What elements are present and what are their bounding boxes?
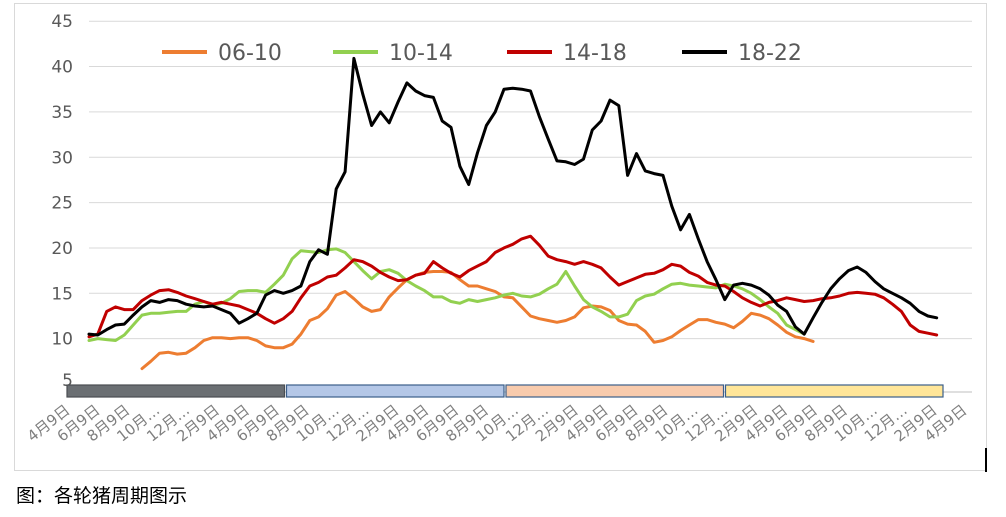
cycle-band-3 <box>505 384 725 398</box>
cycle-band-4 <box>724 384 944 398</box>
y-tick-label-10: 10 <box>51 330 73 350</box>
y-tick-label-30: 30 <box>51 148 73 168</box>
x-axis-ticks: 4月9日6月9日8月9日10月…12月…2月9日4月9日6月9日8月9日10月…… <box>24 401 971 445</box>
legend-label-10-14: 10-14 <box>389 41 453 66</box>
series-line-06-10 <box>140 270 815 371</box>
series-line-10-14 <box>87 247 806 342</box>
y-axis-ticks: 10 15 20 25 30 35 40 45 5 <box>51 12 73 391</box>
legend-label-14-18: 14-18 <box>563 41 627 66</box>
frame-edge-marker <box>985 448 987 472</box>
y-tick-label-15: 15 <box>51 284 73 304</box>
figure-caption: 图：各轮猪周期图示 <box>16 485 188 507</box>
chart-frame <box>14 3 987 471</box>
series-line-14-18 <box>87 234 939 339</box>
y-tick-label-25: 25 <box>51 194 73 214</box>
legend: 06-10 10-14 14-18 18-22 <box>162 41 802 66</box>
cycle-bands <box>66 384 944 398</box>
cycle-band-2 <box>285 384 505 398</box>
y-tick-label-20: 20 <box>51 239 73 259</box>
series-lines <box>87 56 939 371</box>
y-tick-label-45: 45 <box>51 12 73 32</box>
series-line-18-22 <box>87 56 939 337</box>
legend-label-06-10: 06-10 <box>218 41 282 66</box>
y-tick-label-40: 40 <box>51 58 73 78</box>
y-tick-label-35: 35 <box>51 103 73 123</box>
legend-label-18-22: 18-22 <box>738 41 802 66</box>
y-tick-label-5: 5 <box>62 371 73 391</box>
cycle-band-1 <box>66 384 286 398</box>
